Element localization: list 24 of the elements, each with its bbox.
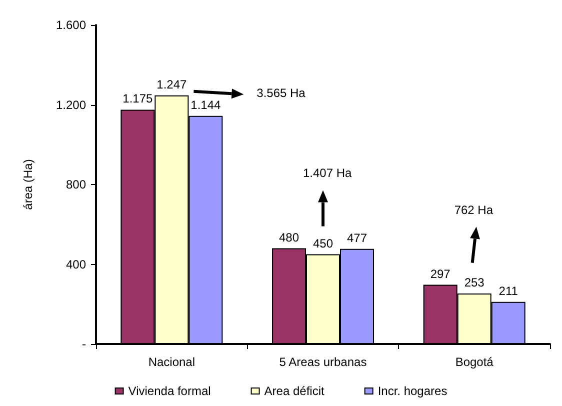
data-label: 211: [498, 284, 518, 298]
legend-label: Incr. hogares: [378, 384, 448, 398]
data-label: 1.175: [122, 92, 154, 106]
y-tick-label: 800: [66, 178, 86, 192]
data-label: 253: [464, 276, 485, 290]
y-axis-title: área (Ha): [21, 159, 35, 210]
x-tick-label: 5 Areas urbanas: [279, 355, 367, 369]
data-label: 1.247: [156, 77, 188, 92]
y-tick-label: 1.600: [56, 18, 86, 32]
x-tick-label: Bogotá: [455, 355, 494, 369]
y-tick-label: -: [82, 337, 86, 351]
data-label: 297: [430, 266, 451, 281]
y-tick-label: 1.200: [56, 98, 86, 112]
x-tick-label: Nacional: [148, 355, 196, 369]
data-label: 450: [312, 236, 334, 250]
y-tick-label: 400: [66, 257, 86, 272]
annotation: 3.565 Ha: [256, 86, 306, 100]
annotation: 762 Ha: [454, 202, 494, 217]
data-label: 477: [346, 230, 368, 245]
annotation: 1.407 Ha: [303, 166, 352, 180]
data-label: 1.144: [190, 98, 222, 112]
legend-label: Area déficit: [264, 384, 325, 398]
legend-label: Vivienda formal: [128, 384, 211, 398]
data-label: 480: [278, 230, 300, 244]
